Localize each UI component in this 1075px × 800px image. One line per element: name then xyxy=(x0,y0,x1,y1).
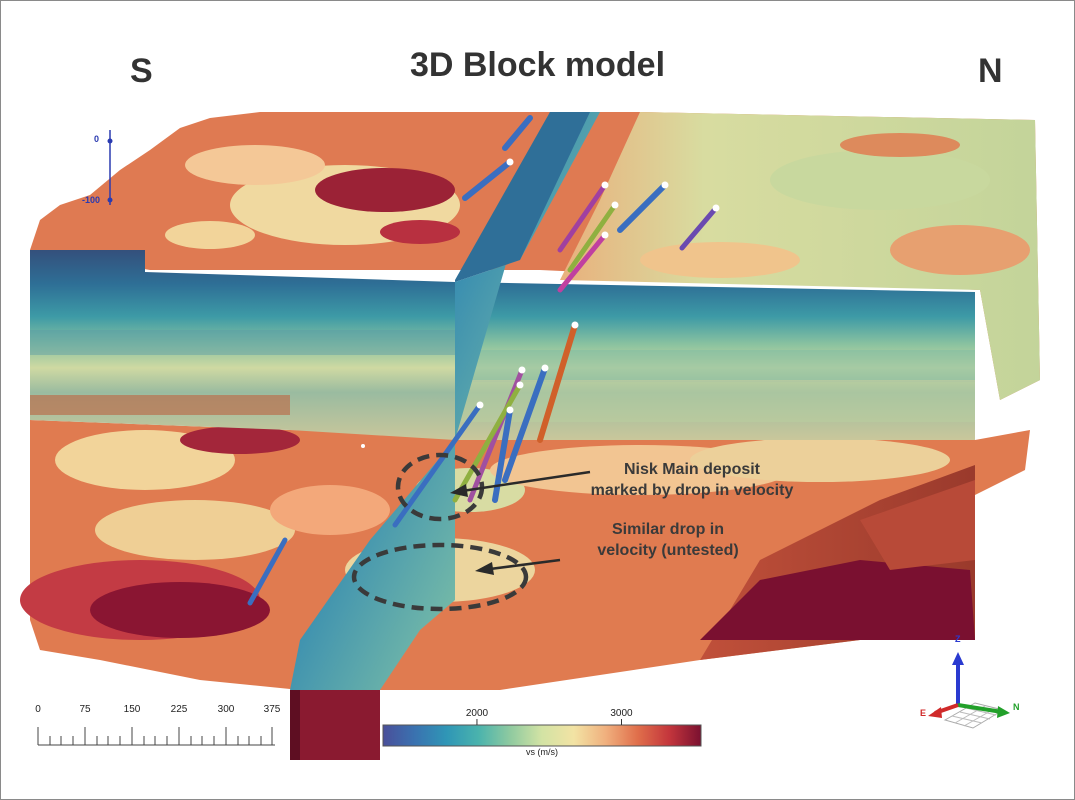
front-slice xyxy=(30,250,975,440)
scale-label-225: 225 xyxy=(170,704,188,715)
untested-line-1: Similar drop in xyxy=(611,521,724,538)
colorbar-tick-label-3000: 3000 xyxy=(610,708,633,719)
north-label: N xyxy=(978,52,1003,90)
colorbar-tick-label-2000: 2000 xyxy=(466,708,489,719)
scale-bar xyxy=(37,727,275,746)
main-deposit-annotation: Nisk Main deposit marked by drop in velo… xyxy=(552,459,832,501)
cross-slice xyxy=(290,112,600,760)
axis-n-label: N xyxy=(1013,702,1020,712)
main-deposit-line-1: Nisk Main deposit xyxy=(623,461,761,478)
scale-label-75: 75 xyxy=(79,704,91,715)
drill-holes xyxy=(247,115,720,606)
page-title: 3D Block model xyxy=(409,46,666,84)
top-slice xyxy=(30,112,1040,400)
scale-label-375: 375 xyxy=(263,704,281,715)
axis-e-label: E xyxy=(920,708,927,718)
scale-label-0: 0 xyxy=(35,704,41,715)
scale-label-300: 300 xyxy=(217,704,235,715)
depth-axis xyxy=(107,130,113,205)
arrow-main-deposit xyxy=(450,470,591,497)
bottom-slice-north-side xyxy=(700,465,975,660)
depth-label-100: -100 xyxy=(82,195,101,205)
colorbar-ticks: 2000 3000 xyxy=(466,708,633,725)
axis-z-label: Z xyxy=(955,634,961,644)
orientation-widget xyxy=(928,652,1010,729)
main-deposit-line-2: marked by drop in velocity xyxy=(590,482,794,499)
depth-label-0: 0 xyxy=(94,134,100,144)
colorbar-title: vs (m/s) xyxy=(526,747,558,757)
scale-label-150: 150 xyxy=(123,704,141,715)
south-label: S xyxy=(130,52,153,90)
untested-zone-ellipse xyxy=(351,542,529,612)
untested-annotation: Similar drop in velocity (untested) xyxy=(568,519,768,561)
colorbar xyxy=(382,724,702,747)
arrow-untested xyxy=(475,558,561,575)
untested-line-2: velocity (untested) xyxy=(597,542,739,559)
